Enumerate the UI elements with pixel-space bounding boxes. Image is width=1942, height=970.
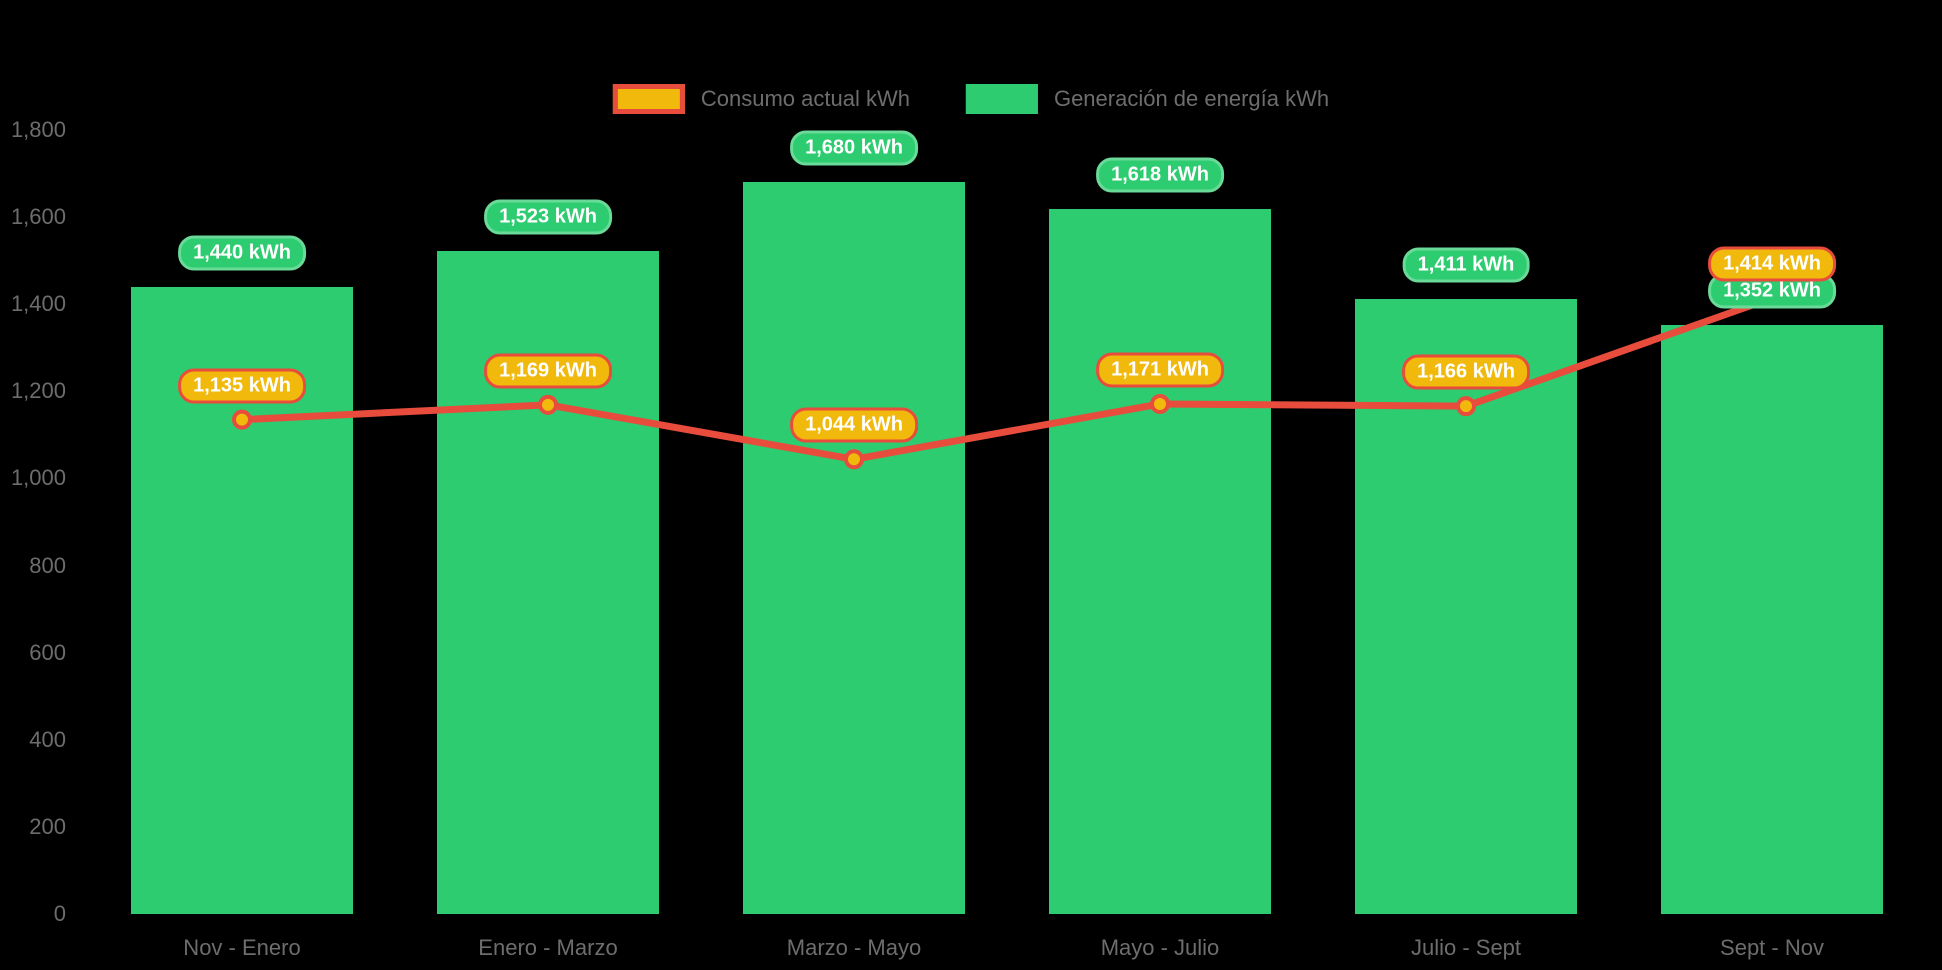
- y-axis-tick-label: 800: [29, 552, 66, 578]
- y-axis-tick-label: 600: [29, 639, 66, 665]
- x-axis-category-label: Nov - Enero: [183, 935, 301, 960]
- consumption-point[interactable]: [844, 449, 864, 470]
- x-axis-category-label: Sept - Nov: [1720, 935, 1824, 960]
- generacion-swatch-icon: [965, 84, 1038, 114]
- y-axis-tick-label: 1,200: [10, 378, 66, 404]
- line-value-label: 1,044 kWh: [790, 407, 918, 443]
- generation-bar[interactable]: [743, 182, 965, 914]
- bar-value-label: 1,411 kWh: [1402, 247, 1530, 283]
- y-axis-tick-label: 1,000: [10, 465, 66, 491]
- bar-value-label: 1,440 kWh: [178, 235, 306, 271]
- consumption-point[interactable]: [232, 409, 252, 430]
- generation-bar[interactable]: [1355, 299, 1577, 914]
- y-axis-tick-label: 200: [29, 813, 66, 839]
- y-axis-tick-label: 1,800: [10, 117, 66, 142]
- consumption-point[interactable]: [1456, 396, 1476, 417]
- x-axis-category-label: Mayo - Julio: [1100, 935, 1220, 960]
- generation-bar[interactable]: [437, 250, 659, 914]
- bar-value-label: 1,618 kWh: [1096, 157, 1224, 193]
- generation-bar[interactable]: [1661, 325, 1883, 914]
- legend-item-consumo[interactable]: Consumo actual kWh: [612, 84, 910, 114]
- y-axis-tick-label: 1,400: [10, 291, 66, 317]
- legend-label-consumo: Consumo actual kWh: [700, 86, 910, 111]
- line-value-label: 1,171 kWh: [1096, 352, 1224, 388]
- y-axis-tick-label: 400: [29, 726, 66, 752]
- x-axis-category-label: Enero - Marzo: [478, 935, 618, 960]
- legend-label-generacion: Generación de energía kWh: [1053, 86, 1330, 111]
- generation-bar[interactable]: [1049, 209, 1271, 914]
- y-axis-tick-label: 1,600: [10, 204, 66, 230]
- chart-legend: Consumo actual kWh Generación de energía…: [612, 84, 1330, 114]
- x-axis-category-label: Julio - Sept: [1410, 935, 1522, 960]
- consumption-point[interactable]: [1150, 393, 1170, 414]
- line-value-label: 1,135 kWh: [178, 368, 306, 404]
- legend-item-generacion[interactable]: Generación de energía kWh: [965, 84, 1330, 114]
- y-axis-tick-label: 0: [53, 901, 66, 926]
- line-value-label: 1,414 kWh: [1708, 246, 1836, 282]
- bar-value-label: 1,523 kWh: [484, 199, 612, 235]
- consumption-point[interactable]: [538, 394, 558, 415]
- x-axis-category-label: Marzo - Mayo: [786, 935, 922, 960]
- line-value-label: 1,166 kWh: [1402, 354, 1530, 390]
- bar-value-label: 1,680 kWh: [790, 130, 918, 166]
- line-value-label: 1,169 kWh: [484, 353, 612, 389]
- consumo-swatch-icon: [612, 84, 685, 114]
